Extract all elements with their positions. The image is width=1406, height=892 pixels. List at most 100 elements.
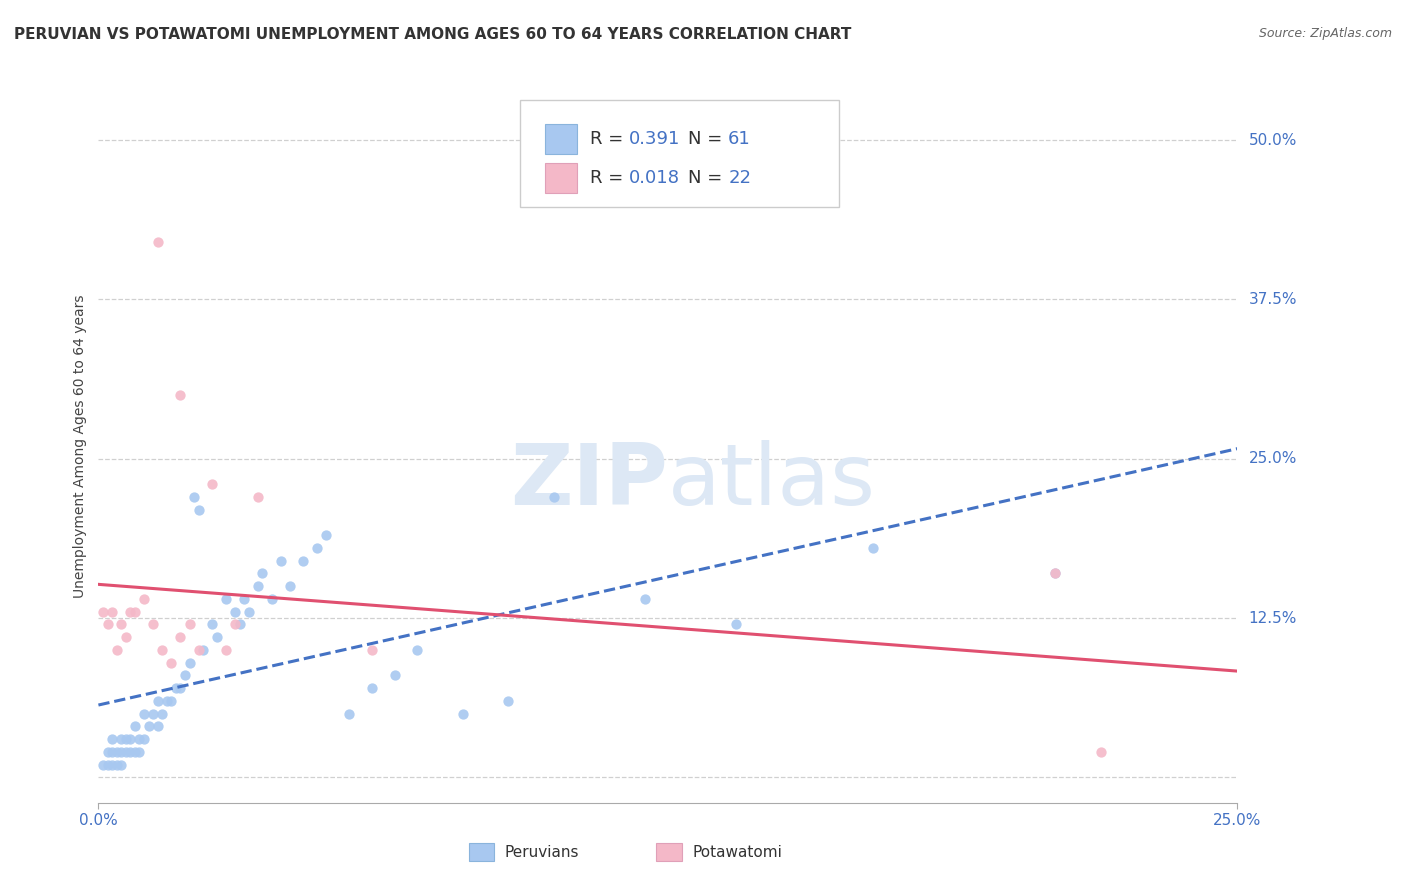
Point bbox=[160, 656, 183, 670]
Point bbox=[725, 617, 748, 632]
Point bbox=[120, 732, 142, 747]
Text: 50.0%: 50.0% bbox=[1249, 133, 1296, 148]
Point bbox=[1043, 566, 1066, 581]
Text: 0.018: 0.018 bbox=[628, 169, 681, 187]
Point bbox=[187, 502, 209, 516]
Point bbox=[238, 605, 260, 619]
Point bbox=[224, 605, 246, 619]
Point bbox=[252, 566, 274, 581]
Point bbox=[193, 643, 215, 657]
Point bbox=[360, 643, 382, 657]
Text: 25.0%: 25.0% bbox=[1249, 451, 1296, 467]
Point bbox=[384, 668, 406, 682]
Point bbox=[138, 719, 160, 733]
Point bbox=[307, 541, 329, 555]
Point bbox=[169, 630, 191, 644]
Text: 37.5%: 37.5% bbox=[1249, 292, 1296, 307]
Point bbox=[105, 745, 128, 759]
Point bbox=[1043, 566, 1066, 581]
FancyBboxPatch shape bbox=[520, 100, 839, 207]
Point bbox=[142, 617, 165, 632]
Text: Potawatomi: Potawatomi bbox=[693, 845, 783, 860]
Point bbox=[228, 617, 250, 632]
Point bbox=[246, 490, 269, 504]
Bar bbox=[468, 844, 494, 862]
Point bbox=[169, 681, 191, 695]
Point bbox=[142, 706, 165, 721]
Point bbox=[105, 643, 128, 657]
Point bbox=[110, 745, 132, 759]
Text: 0.391: 0.391 bbox=[628, 130, 681, 148]
Text: R =: R = bbox=[591, 169, 630, 187]
Point bbox=[201, 477, 224, 491]
Point bbox=[260, 591, 283, 606]
Point bbox=[114, 630, 136, 644]
Point bbox=[270, 554, 292, 568]
Point bbox=[187, 643, 209, 657]
Point bbox=[110, 757, 132, 772]
Point bbox=[150, 706, 173, 721]
Point bbox=[114, 745, 136, 759]
Point bbox=[278, 579, 301, 593]
Point bbox=[179, 656, 201, 670]
Point bbox=[498, 694, 520, 708]
Bar bbox=[657, 844, 682, 862]
Point bbox=[360, 681, 382, 695]
Point bbox=[124, 605, 146, 619]
Point bbox=[215, 591, 238, 606]
Text: R =: R = bbox=[591, 130, 630, 148]
Text: ZIP: ZIP bbox=[510, 440, 668, 524]
Point bbox=[124, 745, 146, 759]
Text: Source: ZipAtlas.com: Source: ZipAtlas.com bbox=[1258, 27, 1392, 40]
Point bbox=[146, 694, 169, 708]
Point bbox=[128, 745, 150, 759]
Point bbox=[156, 694, 179, 708]
Point bbox=[128, 732, 150, 747]
Point bbox=[132, 706, 155, 721]
Point bbox=[292, 554, 315, 568]
Text: 61: 61 bbox=[728, 130, 751, 148]
Point bbox=[110, 617, 132, 632]
Point bbox=[114, 732, 136, 747]
Point bbox=[169, 388, 191, 402]
Point bbox=[124, 719, 146, 733]
Text: 22: 22 bbox=[728, 169, 751, 187]
Point bbox=[101, 732, 124, 747]
Point bbox=[215, 643, 238, 657]
Text: atlas: atlas bbox=[668, 440, 876, 524]
Point bbox=[120, 605, 142, 619]
Point bbox=[110, 732, 132, 747]
Text: 12.5%: 12.5% bbox=[1249, 610, 1296, 625]
Point bbox=[543, 490, 565, 504]
Point bbox=[101, 745, 124, 759]
Point bbox=[160, 694, 183, 708]
Bar bbox=[546, 124, 576, 154]
Point bbox=[451, 706, 474, 721]
Point bbox=[201, 617, 224, 632]
Point bbox=[132, 732, 155, 747]
Y-axis label: Unemployment Among Ages 60 to 64 years: Unemployment Among Ages 60 to 64 years bbox=[73, 294, 87, 598]
Point bbox=[315, 528, 337, 542]
Point bbox=[132, 591, 155, 606]
Point bbox=[246, 579, 269, 593]
Text: N =: N = bbox=[689, 169, 728, 187]
Point bbox=[101, 605, 124, 619]
Point bbox=[96, 745, 118, 759]
Point bbox=[146, 719, 169, 733]
Point bbox=[862, 541, 884, 555]
Text: PERUVIAN VS POTAWATOMI UNEMPLOYMENT AMONG AGES 60 TO 64 YEARS CORRELATION CHART: PERUVIAN VS POTAWATOMI UNEMPLOYMENT AMON… bbox=[14, 27, 852, 42]
Point bbox=[101, 757, 124, 772]
Point bbox=[183, 490, 205, 504]
Point bbox=[205, 630, 228, 644]
Point bbox=[146, 235, 169, 249]
Point bbox=[406, 643, 429, 657]
Point bbox=[91, 757, 114, 772]
Point bbox=[233, 591, 256, 606]
Point bbox=[120, 745, 142, 759]
Point bbox=[105, 757, 128, 772]
Point bbox=[337, 706, 360, 721]
Point bbox=[165, 681, 187, 695]
Bar bbox=[546, 163, 576, 194]
Point bbox=[634, 591, 657, 606]
Text: N =: N = bbox=[689, 130, 728, 148]
